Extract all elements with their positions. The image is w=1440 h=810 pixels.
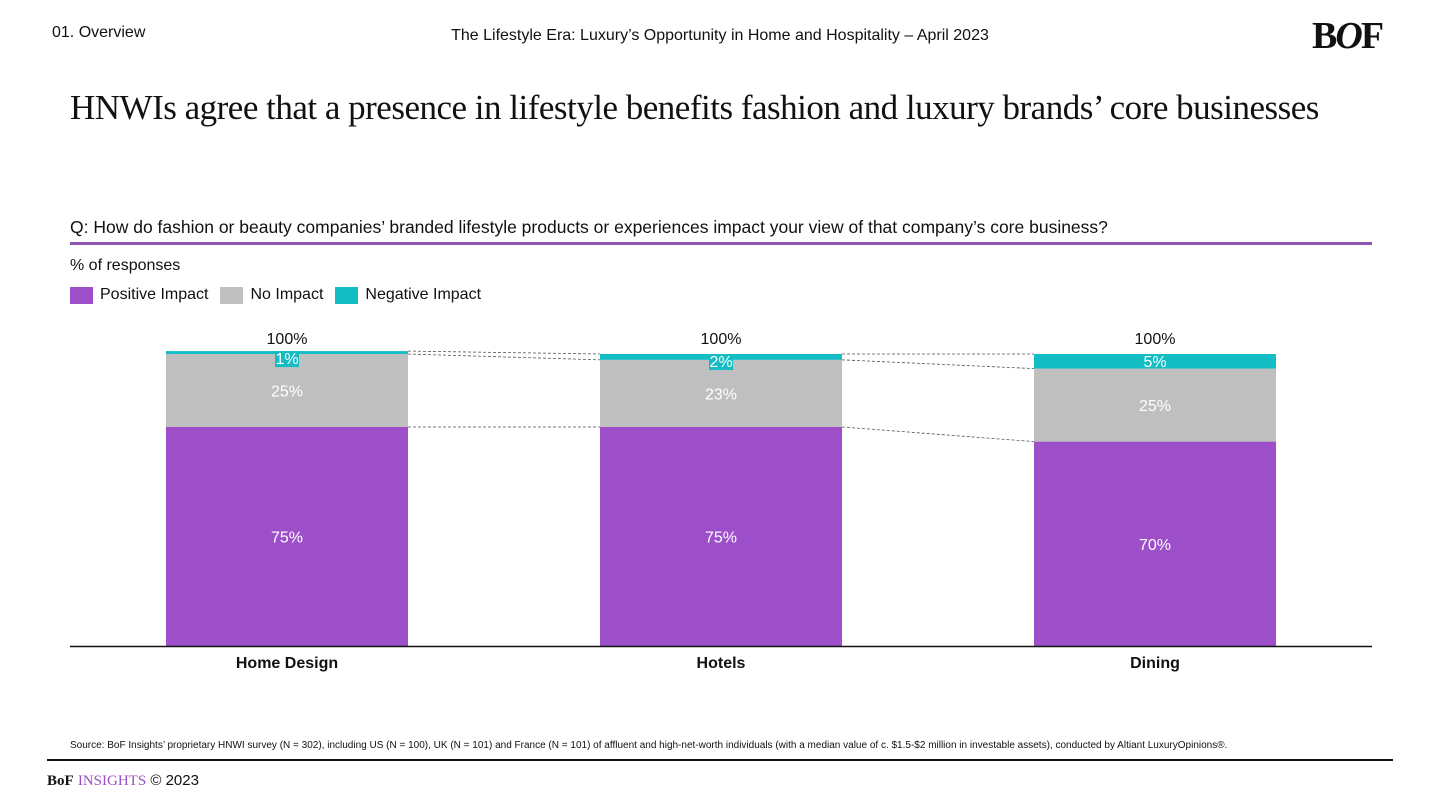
footer-divider [47, 759, 1393, 761]
bar-segment-0 [600, 427, 842, 646]
source-note: Source: BoF Insights’ proprietary HNWI s… [70, 740, 1228, 751]
footer-bof: BoF [47, 773, 74, 789]
total-label: 100% [1135, 331, 1176, 348]
bar-segment-0 [1034, 441, 1276, 646]
legend: Positive Impact No Impact Negative Impac… [70, 286, 481, 304]
legend-label: No Impact [250, 286, 324, 303]
bar-segment-2 [1034, 354, 1276, 369]
data-label: 70% [1139, 537, 1171, 554]
data-label-bg [275, 351, 299, 368]
data-label: 25% [1139, 398, 1171, 415]
legend-swatch [70, 286, 93, 304]
data-label: 5% [1143, 354, 1166, 371]
bar-segment-1 [1034, 368, 1276, 442]
legend-item-negative: Negative Impact [335, 286, 481, 304]
footer-insights: INSIGHTS [77, 773, 147, 789]
bar-segment-1 [600, 359, 842, 427]
question-divider [70, 242, 1372, 245]
y-axis-label: % of responses [70, 257, 181, 274]
legend-item-positive: Positive Impact [70, 286, 208, 304]
data-label-bg [709, 354, 733, 370]
connector-line [841, 359, 1035, 369]
data-label: 2% [709, 354, 732, 371]
data-label: 23% [705, 386, 737, 403]
connector-line [407, 350, 601, 355]
connector-line [841, 426, 1035, 442]
connector-line [407, 353, 601, 361]
section-label: 01. Overview [52, 24, 146, 41]
page-title: HNWIs agree that a presence in lifestyle… [70, 88, 1319, 127]
total-label: 100% [701, 331, 742, 348]
category-label: Dining [1130, 655, 1180, 672]
survey-question: Q: How do fashion or beauty companies’ b… [70, 217, 1108, 237]
data-label: 75% [705, 530, 737, 547]
total-label: 100% [267, 331, 308, 348]
legend-swatch [220, 286, 244, 304]
legend-swatch [335, 286, 359, 304]
category-label: Home Design [236, 655, 338, 672]
legend-label: Negative Impact [365, 286, 482, 303]
data-label: 25% [271, 384, 303, 401]
data-label: 1% [275, 351, 298, 368]
footer-brand: BoF INSIGHTS © 2023 [47, 772, 199, 790]
legend-item-none: No Impact [220, 286, 323, 304]
footer-copyright: © 2023 [150, 772, 199, 789]
legend-label: Positive Impact [100, 286, 209, 303]
data-label: 75% [271, 530, 303, 547]
bar-segment-0 [166, 427, 408, 646]
category-label: Hotels [697, 655, 746, 672]
bof-logo: BOF [1312, 15, 1384, 57]
document-title: The Lifestyle Era: Luxury’s Opportunity … [451, 27, 989, 44]
